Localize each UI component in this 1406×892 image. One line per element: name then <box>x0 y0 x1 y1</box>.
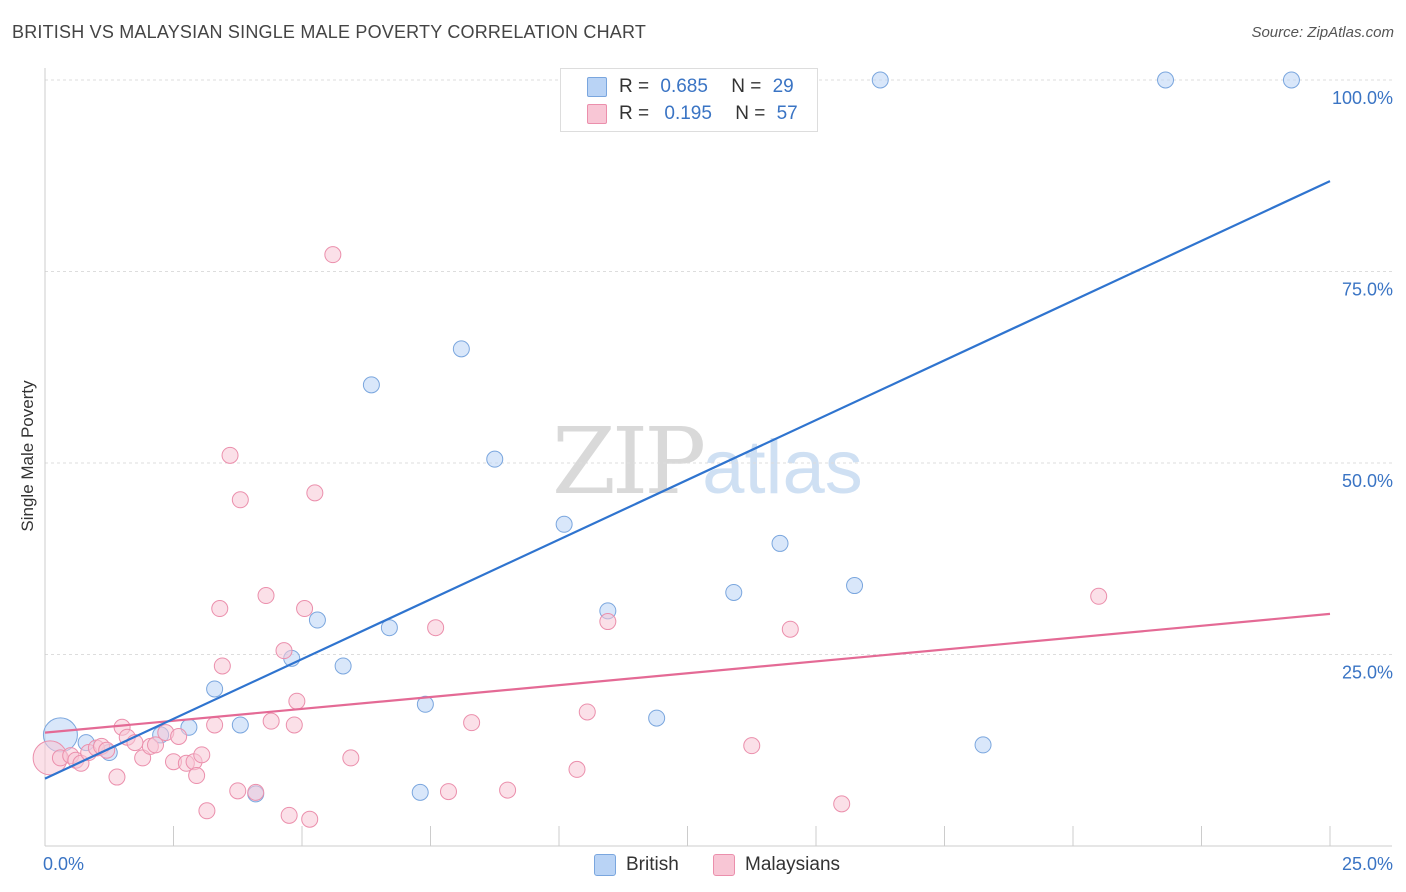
malaysian-point <box>301 810 319 828</box>
british-point <box>486 450 504 468</box>
watermark-atlas: atlas <box>702 425 863 510</box>
chart-title: BRITISH VS MALAYSIAN SINGLE MALE POVERTY… <box>12 22 647 42</box>
malaysian-point <box>247 783 265 801</box>
british-point <box>1282 71 1300 89</box>
british-point <box>362 376 380 394</box>
british-point <box>206 680 224 698</box>
malaysian-point <box>108 768 126 786</box>
malaysian-point <box>578 703 596 721</box>
tick-labels: 25.0% 50.0% 75.0% 100.0% 0.0% 25.0% <box>43 88 1393 874</box>
malaysian-point <box>439 783 457 801</box>
malaysian-swatch <box>587 104 607 124</box>
malaysian-point <box>568 760 586 778</box>
malaysian-point <box>781 620 799 638</box>
british-point <box>416 695 434 713</box>
malaysian-point <box>599 613 617 631</box>
british-point <box>334 657 352 675</box>
malaysian-point <box>743 737 761 755</box>
british-point <box>725 583 743 601</box>
malaysian-point <box>285 716 303 734</box>
malaysian-point <box>231 491 249 509</box>
malaysian-point <box>427 619 445 637</box>
british-point <box>231 716 249 734</box>
malaysian-legend-label: Malaysians <box>745 854 841 875</box>
malaysian-point <box>198 802 216 820</box>
british-point <box>555 515 573 533</box>
malaysian-point <box>324 246 342 264</box>
y-tick-label: 50.0% <box>1342 471 1393 491</box>
malaysian-point <box>170 727 188 745</box>
malaysian-point <box>193 746 211 764</box>
malaysian-point <box>147 736 165 754</box>
malaysian-point <box>288 692 306 710</box>
axes <box>44 68 1392 847</box>
british-point <box>411 783 429 801</box>
y-tick-label: 100.0% <box>1332 88 1393 108</box>
malaysian-point <box>206 716 224 734</box>
british-point <box>452 340 470 358</box>
stats-row-malaysians: R = 0.195 N = 57 <box>587 101 798 127</box>
malaysian-point <box>257 587 275 605</box>
source-label: Source: ZipAtlas.com <box>1251 24 1394 41</box>
y-tick-label: 25.0% <box>1342 663 1393 683</box>
malaysian-points <box>32 246 1108 828</box>
british-point <box>846 577 864 595</box>
malaysian-n-value: 57 <box>776 103 798 124</box>
malaysian-r-value: 0.195 <box>664 103 712 124</box>
gridlines <box>45 79 1392 655</box>
british-point <box>308 611 326 629</box>
malaysian-point <box>221 446 239 464</box>
british-point <box>771 534 789 552</box>
malaysian-legend-swatch <box>713 854 735 876</box>
british-trend-line <box>44 180 1331 780</box>
british-point <box>1157 71 1175 89</box>
british-point <box>648 709 666 727</box>
british-point <box>380 619 398 637</box>
n-label: N = <box>731 76 762 97</box>
legend-item-malaysians[interactable]: Malaysians <box>713 852 840 878</box>
r-label: R = <box>619 76 650 97</box>
malaysian-point <box>211 600 229 618</box>
x-tick-label: 25.0% <box>1342 854 1393 874</box>
malaysian-point <box>1090 587 1108 605</box>
x-tick-label: 0.0% <box>43 854 84 874</box>
british-swatch <box>587 77 607 97</box>
malaysian-point <box>280 806 298 824</box>
trend-lines <box>44 180 1331 780</box>
y-tick-label: 75.0% <box>1342 280 1393 300</box>
legend-item-british[interactable]: British <box>594 852 679 878</box>
british-r-value: 0.685 <box>660 76 708 97</box>
malaysian-point <box>833 795 851 813</box>
r-label: R = <box>619 103 650 124</box>
malaysian-point <box>463 714 481 732</box>
malaysian-point <box>262 712 280 730</box>
malaysian-point <box>342 749 360 767</box>
malaysian-point <box>229 782 247 800</box>
watermark-zip: ZIP <box>552 408 706 515</box>
malaysian-trend-line <box>44 612 1331 734</box>
british-legend-label: British <box>626 854 679 875</box>
malaysian-point <box>296 600 314 618</box>
british-point <box>974 736 992 754</box>
malaysian-point <box>188 767 206 785</box>
n-label: N = <box>735 103 766 124</box>
malaysian-point <box>213 657 231 675</box>
malaysian-point <box>275 642 293 660</box>
malaysian-point <box>306 484 324 502</box>
stats-row-british: R = 0.685 N = 29 <box>587 74 794 100</box>
watermark: ZIPatlas <box>552 408 863 515</box>
british-n-value: 29 <box>772 76 794 97</box>
stats-legend: R = 0.685 N = 29 R = 0.195 N = 57 <box>560 68 818 132</box>
malaysian-point <box>499 781 517 799</box>
british-legend-swatch <box>594 854 616 876</box>
british-point <box>871 71 889 89</box>
